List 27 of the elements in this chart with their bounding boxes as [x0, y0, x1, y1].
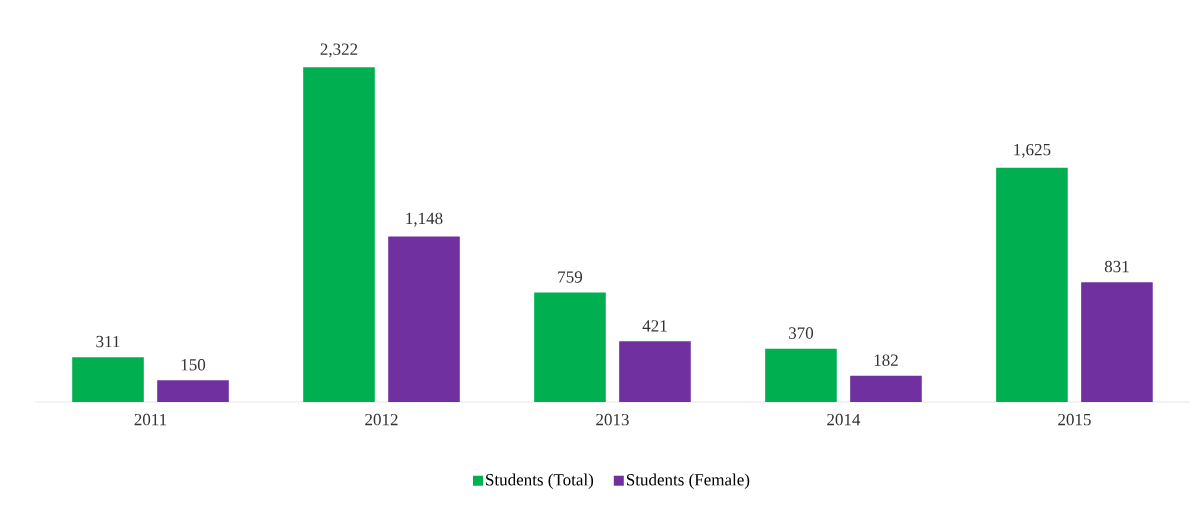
bar: [765, 348, 837, 402]
data-label: 1,148: [406, 212, 443, 227]
data-label: 831: [1104, 260, 1129, 273]
bar: [72, 357, 144, 402]
x-tick-label: 2015: [1058, 413, 1091, 426]
legend-label: Students (Female): [626, 473, 750, 489]
bar: [996, 167, 1068, 402]
data-label: 759: [558, 271, 583, 283]
legend-label: Students (Total): [486, 473, 594, 489]
x-tick-label: 2012: [365, 413, 398, 426]
data-label: 1,625: [1014, 143, 1051, 158]
x-tick-label: 2014: [827, 413, 861, 426]
x-tick-label: 2011: [134, 413, 167, 426]
bar: [619, 341, 691, 402]
bar: [534, 292, 606, 402]
bar: [303, 67, 375, 402]
bar: [157, 380, 229, 402]
bar: [1081, 282, 1153, 402]
data-label: 182: [874, 354, 898, 366]
bar: [388, 236, 460, 402]
data-label: 421: [642, 320, 667, 332]
data-label: 311: [96, 335, 120, 348]
bar: [850, 375, 922, 402]
data-label: 370: [789, 327, 814, 339]
data-label: 2,322: [320, 43, 358, 58]
x-tick-label: 2013: [596, 413, 629, 426]
data-label: 150: [181, 359, 206, 371]
